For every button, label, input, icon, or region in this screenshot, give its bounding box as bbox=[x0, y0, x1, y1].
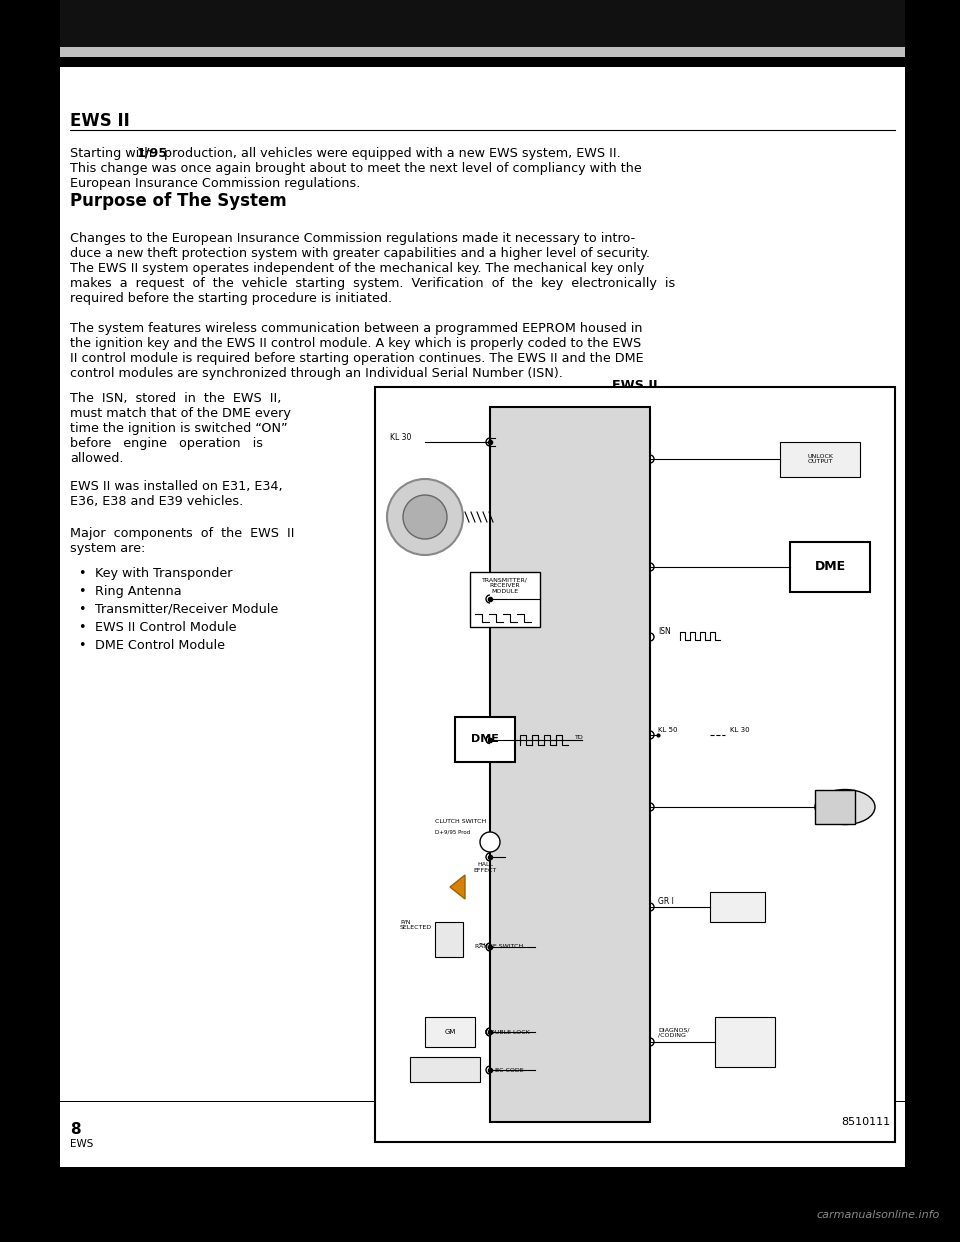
Text: •: • bbox=[78, 604, 85, 616]
Text: The EWS II system operates independent of the mechanical key. The mechanical key: The EWS II system operates independent o… bbox=[70, 262, 644, 274]
Text: Major  components  of  the  EWS  II: Major components of the EWS II bbox=[70, 527, 295, 540]
Text: HALL
EFFECT: HALL EFFECT bbox=[473, 862, 496, 873]
Text: DME: DME bbox=[814, 560, 846, 574]
Text: must match that of the DME every: must match that of the DME every bbox=[70, 407, 291, 420]
Text: The  ISN,  stored  in  the  EWS  II,: The ISN, stored in the EWS II, bbox=[70, 392, 281, 405]
Bar bbox=[455, 717, 515, 763]
Text: DOUBLE LOCK: DOUBLE LOCK bbox=[485, 1030, 530, 1035]
Text: control modules are synchronized through an Individual Serial Number (ISN).: control modules are synchronized through… bbox=[70, 366, 563, 380]
Text: system are:: system are: bbox=[70, 542, 145, 555]
Text: Key with Transponder: Key with Transponder bbox=[95, 568, 232, 580]
Text: UNLOCK
OUTPUT: UNLOCK OUTPUT bbox=[807, 453, 833, 465]
Text: •: • bbox=[78, 638, 85, 652]
Text: Ring Antenna: Ring Antenna bbox=[95, 585, 181, 597]
Bar bbox=[60, 67, 905, 1167]
Text: CLUTCH SWITCH: CLUTCH SWITCH bbox=[435, 818, 487, 823]
Bar bbox=[60, 47, 905, 57]
Text: DME: DME bbox=[471, 734, 499, 744]
Bar bbox=[60, 0, 905, 47]
Bar bbox=[435, 922, 463, 958]
Text: allowed.: allowed. bbox=[70, 452, 124, 465]
Bar bbox=[780, 442, 860, 477]
Text: EWS II Control Module: EWS II Control Module bbox=[95, 621, 236, 633]
Text: 8: 8 bbox=[70, 1122, 81, 1136]
Text: production, all vehicles were equipped with a new EWS system, EWS II.: production, all vehicles were equipped w… bbox=[159, 147, 620, 160]
Bar bbox=[790, 542, 870, 592]
Text: Transmitter/Receiver Module: Transmitter/Receiver Module bbox=[95, 604, 278, 616]
Circle shape bbox=[403, 496, 447, 539]
Text: KL 50: KL 50 bbox=[658, 727, 678, 733]
Bar bbox=[470, 573, 540, 627]
Text: Starting with: Starting with bbox=[70, 147, 156, 160]
Bar bbox=[375, 388, 895, 1141]
Text: required before the starting procedure is initiated.: required before the starting procedure i… bbox=[70, 292, 392, 306]
Bar bbox=[410, 1057, 480, 1082]
Text: Changes to the European Insurance Commission regulations made it necessary to in: Changes to the European Insurance Commis… bbox=[70, 232, 636, 245]
Text: duce a new theft protection system with greater capabilities and a higher level : duce a new theft protection system with … bbox=[70, 247, 650, 260]
Text: 8510111: 8510111 bbox=[841, 1117, 890, 1126]
Text: KL 30: KL 30 bbox=[730, 727, 750, 733]
Text: makes  a  request  of  the  vehicle  starting  system.  Verification  of  the  k: makes a request of the vehicle starting … bbox=[70, 277, 675, 289]
Ellipse shape bbox=[815, 790, 875, 825]
Bar bbox=[490, 407, 650, 1122]
Bar bbox=[710, 892, 765, 922]
Text: ~: ~ bbox=[478, 940, 486, 950]
Text: European Insurance Commission regulations.: European Insurance Commission regulation… bbox=[70, 178, 360, 190]
Text: ISN: ISN bbox=[658, 627, 671, 636]
Text: TRANSMITTER/
RECEIVER
MODULE: TRANSMITTER/ RECEIVER MODULE bbox=[482, 578, 528, 594]
Text: 1/95: 1/95 bbox=[137, 147, 168, 160]
Text: EWS II was installed on E31, E34,: EWS II was installed on E31, E34, bbox=[70, 479, 282, 493]
Text: KL 30: KL 30 bbox=[390, 432, 412, 441]
Text: •: • bbox=[78, 585, 85, 597]
Text: This change was once again brought about to meet the next level of compliancy wi: This change was once again brought about… bbox=[70, 161, 641, 175]
Text: EWS II: EWS II bbox=[612, 379, 658, 392]
Text: DME Control Module: DME Control Module bbox=[95, 638, 225, 652]
Text: before   engine   operation   is: before engine operation is bbox=[70, 437, 263, 450]
Text: •: • bbox=[78, 621, 85, 633]
Text: D+9/95 Prod: D+9/95 Prod bbox=[435, 828, 470, 833]
Text: GR I: GR I bbox=[658, 897, 674, 905]
Text: Purpose of The System: Purpose of The System bbox=[70, 193, 287, 210]
Text: GM: GM bbox=[444, 1030, 456, 1035]
Text: TD: TD bbox=[575, 735, 584, 740]
Text: EWS II: EWS II bbox=[70, 112, 130, 130]
Text: RANGE SWITCH: RANGE SWITCH bbox=[475, 944, 523, 949]
Text: P/N
SELECTED: P/N SELECTED bbox=[400, 919, 432, 930]
Text: BC CODE: BC CODE bbox=[495, 1068, 523, 1073]
Bar bbox=[815, 790, 855, 823]
Text: •: • bbox=[78, 568, 85, 580]
Text: DIAGNOS/
/CODING: DIAGNOS/ /CODING bbox=[658, 1027, 689, 1038]
Circle shape bbox=[387, 479, 463, 555]
Polygon shape bbox=[450, 876, 465, 899]
Text: II control module is required before starting operation continues. The EWS II an: II control module is required before sta… bbox=[70, 351, 643, 365]
Text: the ignition key and the EWS II control module. A key which is properly coded to: the ignition key and the EWS II control … bbox=[70, 337, 641, 350]
Text: time the ignition is switched “ON”: time the ignition is switched “ON” bbox=[70, 422, 288, 435]
Text: E36, E38 and E39 vehicles.: E36, E38 and E39 vehicles. bbox=[70, 496, 243, 508]
Text: EWS: EWS bbox=[70, 1139, 93, 1149]
Bar bbox=[425, 1017, 475, 1047]
Circle shape bbox=[480, 832, 500, 852]
Bar bbox=[715, 1017, 775, 1067]
Text: The system features wireless communication between a programmed EEPROM housed in: The system features wireless communicati… bbox=[70, 322, 642, 335]
Text: carmanualsonline.info: carmanualsonline.info bbox=[817, 1210, 940, 1220]
Bar bbox=[60, 1100, 905, 1102]
